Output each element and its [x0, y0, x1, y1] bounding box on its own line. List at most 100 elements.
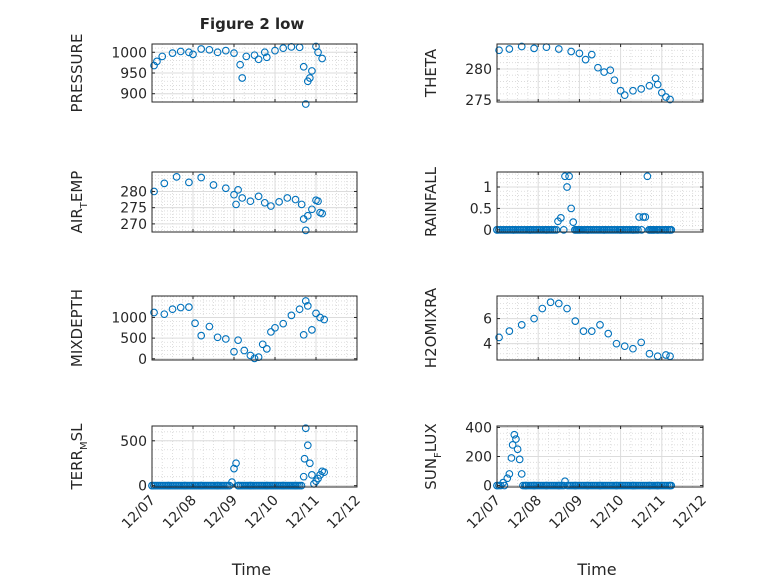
data-point: [230, 190, 238, 199]
data-point: [508, 441, 517, 449]
data-point: [176, 47, 185, 56]
data-point: [637, 226, 646, 234]
data-point: [596, 321, 604, 329]
data-point: [168, 49, 177, 57]
data-point: [314, 197, 322, 206]
data-point: [559, 226, 568, 234]
y-tick-label: 6: [483, 312, 492, 328]
data-point: [267, 202, 275, 210]
data-point: [567, 204, 576, 213]
figure-title: Figure 2 low: [200, 15, 305, 33]
x-axis-label: Time: [576, 560, 616, 579]
data-point: [306, 459, 314, 468]
subplot-sun_flux: 0 200 400 12/07 12/08 12/09 12/10 12/11 12/12 Tim…: [422, 420, 710, 579]
y-tick-label: 0: [138, 479, 147, 495]
data-point: [639, 213, 648, 221]
axes-box: [151, 295, 358, 361]
y-tick-label: 950: [120, 66, 147, 82]
data-point: [213, 48, 222, 57]
y-tick-label: 4: [483, 337, 492, 353]
data-point: [517, 321, 526, 329]
x-axis-label: Time: [231, 560, 271, 579]
data-point: [505, 45, 514, 53]
data-point: [308, 67, 316, 75]
y-axis-label: AIRTEMP: [68, 171, 90, 234]
data-point: [295, 305, 304, 314]
data-point: [634, 226, 642, 234]
data-point: [667, 481, 676, 490]
data-point: [267, 328, 275, 336]
y-tick-label: 1000: [111, 310, 147, 326]
x-tick-label: 12/08: [505, 493, 545, 533]
data-point: [300, 454, 309, 463]
y-axis-label: SUNFLUX: [422, 423, 444, 489]
data-point: [287, 311, 296, 320]
subplot-h2omixra: 4 6 H2OMIXRA: [422, 287, 704, 368]
data-point: [563, 183, 571, 191]
data-point: [561, 172, 569, 181]
data-point: [221, 46, 230, 55]
data-point: [567, 47, 576, 56]
y-tick-label: 1000: [111, 45, 147, 61]
data-point: [301, 297, 310, 305]
data-point: [320, 468, 329, 477]
data-point: [197, 45, 206, 53]
y-axis-label: H2OMIXRA: [422, 287, 440, 368]
y-axis-label: PRESSURE: [68, 34, 86, 113]
data-point: [318, 54, 327, 63]
data-point: [546, 298, 555, 307]
data-point: [303, 302, 312, 310]
data-point: [236, 60, 244, 69]
y-axis-label: MIXDEPTH: [68, 289, 86, 367]
data-point: [587, 50, 596, 59]
data-point: [234, 336, 242, 345]
data-point: [279, 44, 288, 52]
data-point: [581, 55, 590, 64]
data-point: [197, 331, 206, 340]
data-point: [232, 459, 240, 468]
data-point: [260, 48, 269, 57]
data-point: [312, 309, 320, 318]
data-point: [150, 308, 158, 317]
data-point: [262, 53, 271, 62]
data-point: [299, 330, 308, 339]
data-point: [176, 303, 185, 312]
data-point: [205, 322, 214, 331]
data-point: [645, 349, 654, 358]
y-tick-label: 0: [138, 352, 147, 368]
data-point: [225, 481, 234, 490]
data-point: [246, 197, 255, 206]
y-tick-label: 1: [483, 180, 492, 196]
data-point: [530, 314, 538, 323]
subplot-rainfall: 0 0.5 1 RAINFALL: [422, 166, 704, 239]
x-tick-label: 12/07: [119, 493, 159, 533]
data-point: [645, 81, 654, 90]
data-point: [172, 173, 181, 181]
data-point: [250, 354, 259, 363]
y-axis-label: THETA: [422, 48, 440, 98]
data-point: [538, 304, 547, 313]
data-point: [254, 192, 263, 201]
data-point: [500, 481, 509, 490]
data-point: [604, 329, 613, 338]
data-point: [503, 474, 512, 483]
subplot-pressure: 900 950 1000 PRESSURE: [68, 34, 358, 113]
data-point: [643, 172, 652, 181]
y-tick-label: 900: [120, 87, 147, 103]
data-point: [606, 66, 615, 75]
data-point: [306, 74, 314, 82]
data-point: [657, 88, 666, 97]
data-point: [554, 299, 563, 308]
data-point: [517, 470, 526, 478]
data-point: [240, 346, 249, 355]
data-point: [320, 315, 329, 324]
data-point: [571, 317, 580, 325]
data-point: [620, 342, 629, 351]
x-tick-label: 12/11: [283, 493, 323, 533]
data-point: [238, 74, 247, 82]
subplot-mixdepth: 0 500 1000 MIXDEPTH: [68, 289, 358, 368]
data-point: [153, 57, 161, 66]
data-point: [250, 51, 259, 60]
y-tick-label: 270: [120, 217, 147, 233]
